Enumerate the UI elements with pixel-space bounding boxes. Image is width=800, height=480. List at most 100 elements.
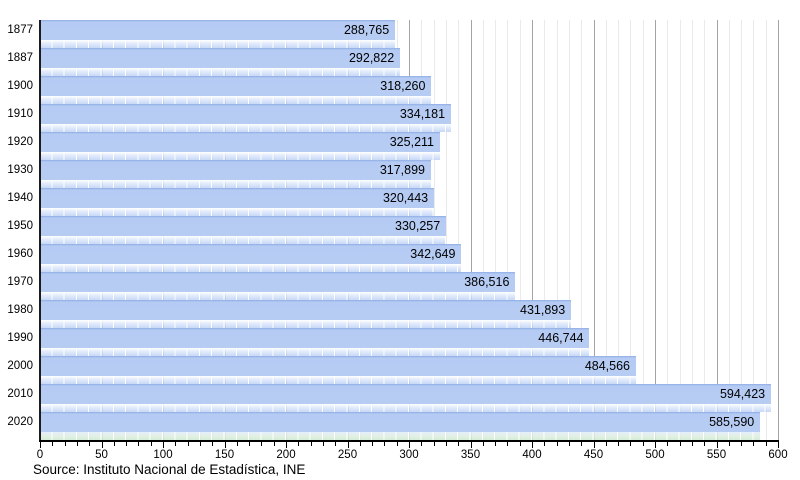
minor-tick: [421, 442, 423, 446]
minor-gridline: [630, 20, 632, 440]
bar-value-label: 320,443: [382, 191, 429, 205]
minor-gridline: [556, 20, 558, 440]
minor-tick: [335, 442, 337, 446]
bar-value-label: 342,649: [410, 247, 456, 261]
bar: [40, 300, 572, 320]
minor-tick: [556, 442, 558, 446]
minor-tick: [433, 442, 435, 446]
year-label: 1940: [7, 192, 33, 204]
minor-tick: [298, 442, 300, 446]
major-tick: [347, 442, 349, 448]
minor-gridline: [507, 20, 509, 440]
x-tick-label: 100: [153, 449, 173, 461]
minor-gridline: [568, 20, 570, 440]
bar: [40, 132, 440, 152]
minor-gridline: [691, 20, 693, 440]
year-label: 1877: [7, 24, 33, 36]
bar: [40, 188, 435, 208]
y-axis-line: [39, 20, 41, 440]
minor-tick: [605, 442, 607, 446]
minor-gridline: [753, 20, 755, 440]
minor-tick: [728, 442, 730, 446]
bar-shade-strip: [40, 320, 572, 328]
minor-tick: [249, 442, 251, 446]
minor-gridline: [458, 20, 460, 440]
x-tick-label: 450: [583, 449, 604, 461]
minor-tick: [89, 442, 91, 446]
year-label: 2020: [7, 416, 33, 428]
bar-value-label: 334,181: [399, 107, 446, 121]
bar: [40, 48, 401, 68]
x-tick-label: 150: [214, 449, 235, 461]
minor-tick: [261, 442, 263, 446]
minor-gridline: [642, 20, 644, 440]
minor-tick: [52, 442, 54, 446]
year-label: 1930: [7, 164, 33, 176]
bar: [40, 216, 447, 236]
minor-gridline: [728, 20, 730, 440]
x-tick-label: 300: [399, 449, 419, 461]
bar: [40, 104, 452, 124]
x-tick-label: 200: [276, 449, 296, 461]
minor-tick: [126, 442, 128, 446]
x-tick-label: 250: [337, 449, 358, 461]
minor-tick: [458, 442, 460, 446]
minor-tick: [482, 442, 484, 446]
year-label: 1950: [7, 220, 33, 232]
year-label: 1920: [7, 136, 33, 148]
minor-tick: [396, 442, 398, 446]
major-tick: [286, 442, 287, 448]
year-label: 2000: [7, 360, 33, 372]
x-tick-label: 0: [36, 449, 44, 461]
major-gridline: [716, 20, 718, 440]
bar: [40, 356, 637, 376]
bar-value-label: 594,423: [719, 387, 766, 401]
minor-gridline: [741, 20, 743, 440]
minor-gridline: [544, 20, 546, 440]
minor-tick: [495, 442, 497, 446]
major-tick: [716, 442, 718, 448]
minor-tick: [322, 442, 324, 446]
minor-tick: [212, 442, 214, 446]
bar-value-label: 386,516: [464, 275, 510, 289]
bar-shade-strip: [40, 208, 435, 216]
bar-shade-strip: [40, 292, 516, 300]
year-label: 2010: [7, 388, 33, 400]
minor-gridline: [704, 20, 706, 440]
bar-shade-strip: [40, 40, 396, 48]
minor-gridline: [482, 20, 484, 440]
minor-tick: [568, 442, 570, 446]
x-tick-label: 400: [522, 449, 542, 461]
minor-tick: [544, 442, 546, 446]
x-tick-label: 50: [95, 449, 108, 461]
bar-shade-strip: [40, 180, 432, 188]
x-tick-label: 600: [768, 449, 788, 461]
x-tick-label: 500: [645, 449, 665, 461]
minor-tick: [384, 442, 386, 446]
bar-shade-strip: [40, 348, 590, 356]
minor-tick: [691, 442, 693, 446]
minor-tick: [507, 442, 509, 446]
bar-shade-strip: [40, 96, 432, 104]
year-label: 1990: [7, 332, 33, 344]
year-label: 1980: [7, 304, 33, 316]
source-caption: Source: Instituto Nacional de Estadístic…: [33, 462, 306, 477]
bar-shade-strip: [40, 152, 440, 160]
year-label: 1887: [7, 52, 33, 64]
minor-tick: [753, 442, 755, 446]
minor-tick: [630, 442, 632, 446]
minor-tick: [667, 442, 669, 446]
minor-tick: [175, 442, 177, 446]
bar-value-label: 317,899: [379, 163, 426, 177]
major-gridline: [655, 20, 656, 440]
bar: [40, 76, 432, 96]
minor-tick: [618, 442, 620, 446]
bar: [40, 328, 590, 348]
bar-shade-strip: [40, 236, 447, 244]
minor-tick: [76, 442, 78, 446]
bar: [40, 20, 396, 40]
minor-gridline: [519, 20, 521, 440]
minor-tick: [150, 442, 152, 446]
year-label: 1910: [7, 108, 33, 120]
